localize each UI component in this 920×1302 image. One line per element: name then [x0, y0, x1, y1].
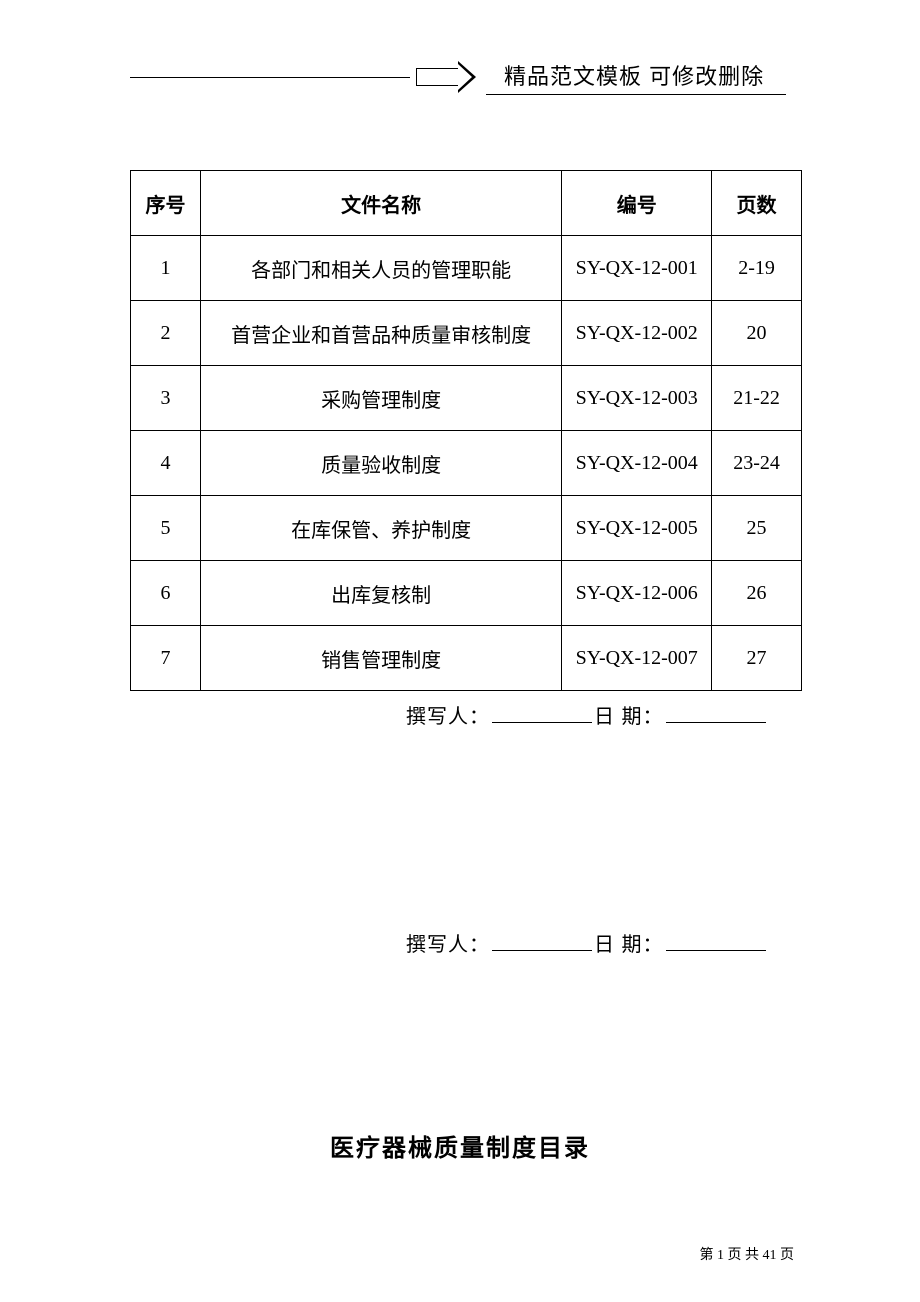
- cell-name: 质量验收制度: [200, 431, 561, 496]
- header-text: 精品范文模板 可修改删除: [486, 59, 786, 95]
- cell-name: 采购管理制度: [200, 366, 561, 431]
- cell-seq: 3: [131, 366, 201, 431]
- cell-code: SY-QX-12-001: [562, 236, 712, 301]
- footer-current: 1: [717, 1248, 724, 1263]
- cell-seq: 1: [131, 236, 201, 301]
- col-header-name: 文件名称: [200, 171, 561, 236]
- cell-name: 首营企业和首营品种质量审核制度: [200, 301, 561, 366]
- cell-page: 26: [712, 561, 802, 626]
- table-row: 6 出库复核制 SY-QX-12-006 26: [131, 561, 802, 626]
- footer-total: 41: [763, 1248, 777, 1263]
- signature-line-2: 撰写人： 日 期：: [406, 928, 768, 957]
- cell-name: 出库复核制: [200, 561, 561, 626]
- table-row: 3 采购管理制度 SY-QX-12-003 21-22: [131, 366, 802, 431]
- cell-page: 20: [712, 301, 802, 366]
- col-header-page: 页数: [712, 171, 802, 236]
- cell-seq: 5: [131, 496, 201, 561]
- cell-code: SY-QX-12-007: [562, 626, 712, 691]
- author-blank: [492, 949, 592, 951]
- cell-name: 各部门和相关人员的管理职能: [200, 236, 561, 301]
- date-blank: [666, 949, 766, 951]
- cell-seq: 2: [131, 301, 201, 366]
- cell-page: 2-19: [712, 236, 802, 301]
- arrow-icon: [416, 65, 476, 89]
- cell-name: 销售管理制度: [200, 626, 561, 691]
- cell-page: 27: [712, 626, 802, 691]
- author-label: 撰写人：: [406, 934, 490, 956]
- cell-page: 25: [712, 496, 802, 561]
- cell-code: SY-QX-12-006: [562, 561, 712, 626]
- footer-suffix: 页: [777, 1248, 795, 1263]
- cell-page: 21-22: [712, 366, 802, 431]
- col-header-code: 编号: [562, 171, 712, 236]
- table-row: 1 各部门和相关人员的管理职能 SY-QX-12-001 2-19: [131, 236, 802, 301]
- header-rule-left: [130, 77, 410, 78]
- footer-middle: 页 共: [724, 1248, 763, 1263]
- date-label: 日 期：: [594, 934, 664, 956]
- author-label: 撰写人：: [406, 706, 490, 728]
- table-row: 5 在库保管、养护制度 SY-QX-12-005 25: [131, 496, 802, 561]
- date-blank: [666, 721, 766, 723]
- page-footer: 第 1 页 共 41 页: [0, 1244, 794, 1264]
- table-row: 7 销售管理制度 SY-QX-12-007 27: [131, 626, 802, 691]
- table-row: 4 质量验收制度 SY-QX-12-004 23-24: [131, 431, 802, 496]
- signature-line-1: 撰写人： 日 期：: [406, 700, 768, 729]
- cell-code: SY-QX-12-003: [562, 366, 712, 431]
- cell-name: 在库保管、养护制度: [200, 496, 561, 561]
- cell-seq: 4: [131, 431, 201, 496]
- cell-code: SY-QX-12-005: [562, 496, 712, 561]
- table-row: 2 首营企业和首营品种质量审核制度 SY-QX-12-002 20: [131, 301, 802, 366]
- author-blank: [492, 721, 592, 723]
- cell-seq: 6: [131, 561, 201, 626]
- header-banner: 精品范文模板 可修改删除: [130, 62, 790, 92]
- table-header-row: 序号 文件名称 编号 页数: [131, 171, 802, 236]
- document-index-table: 序号 文件名称 编号 页数 1 各部门和相关人员的管理职能 SY-QX-12-0…: [130, 170, 802, 691]
- footer-prefix: 第: [700, 1248, 718, 1263]
- document-title: 医疗器械质量制度目录: [0, 1128, 920, 1163]
- cell-code: SY-QX-12-004: [562, 431, 712, 496]
- cell-page: 23-24: [712, 431, 802, 496]
- date-label: 日 期：: [594, 706, 664, 728]
- cell-code: SY-QX-12-002: [562, 301, 712, 366]
- col-header-seq: 序号: [131, 171, 201, 236]
- cell-seq: 7: [131, 626, 201, 691]
